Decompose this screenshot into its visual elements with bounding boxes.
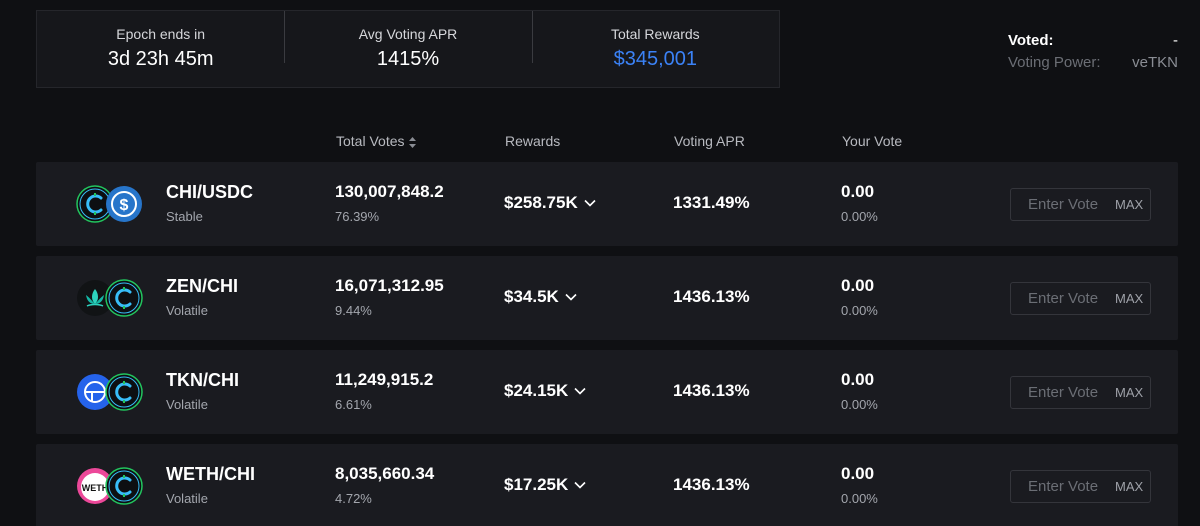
total-votes-percent: 76.39% xyxy=(335,209,380,224)
pair-logos xyxy=(76,372,144,412)
your-vote-value: 0.00 xyxy=(841,182,875,201)
chi-icon xyxy=(105,373,143,411)
zen-logo xyxy=(76,279,114,317)
your-vote-percent: 0.00% xyxy=(841,397,878,412)
svg-text:WETH: WETH xyxy=(82,483,109,493)
pair-name: TKN/CHI xyxy=(166,370,239,390)
voting-apr-value: 1436.13% xyxy=(673,287,750,306)
table-row: WETH WETH/CHI Volatile 8,035,660.34 4.72… xyxy=(36,444,1178,526)
pair-logos: $ xyxy=(76,184,144,224)
tkn-logo xyxy=(76,373,114,411)
epoch-label: Epoch ends in xyxy=(116,26,206,42)
voting-apr-value: 1436.13% xyxy=(673,381,750,400)
header-voting-apr: Voting APR xyxy=(674,133,745,149)
apr-value: 1415% xyxy=(376,48,440,70)
usdc-logo: $ xyxy=(105,185,143,223)
voted-summary: Voted: - Voting Power: veTKN xyxy=(1008,30,1178,74)
voted-label: Voted: xyxy=(1008,32,1054,49)
chi-icon xyxy=(105,467,143,505)
vote-input[interactable] xyxy=(1011,377,1111,408)
svg-text:$: $ xyxy=(120,197,129,214)
total-votes-value: 8,035,660.34 xyxy=(335,464,435,483)
tkn-icon xyxy=(77,374,113,410)
table-row: ZEN/CHI Volatile 16,071,312.95 9.44% $34… xyxy=(36,256,1178,340)
pair-name: WETH/CHI xyxy=(166,464,255,484)
max-button[interactable]: MAX xyxy=(1111,385,1147,400)
pair-type: Volatile xyxy=(166,303,208,318)
total-votes-percent: 4.72% xyxy=(335,491,372,506)
table-header: Total Votes Rewards Voting APR Your Vote xyxy=(0,133,1200,151)
weth-logo: WETH xyxy=(76,467,114,505)
rewards-value: $24.15K xyxy=(504,381,569,400)
chi-icon xyxy=(105,279,143,317)
chevron-down-icon xyxy=(565,293,577,301)
epoch-stat: Epoch ends in 3d 23h 45m xyxy=(37,25,284,73)
pair-name: ZEN/CHI xyxy=(166,276,238,296)
max-button[interactable]: MAX xyxy=(1111,197,1147,212)
table-row: TKN/CHI Volatile 11,249,915.2 6.61% $24.… xyxy=(36,350,1178,434)
header-total-votes[interactable]: Total Votes xyxy=(336,133,416,149)
table-row: $ CHI/USDC Stable 130,007,848.2 76.39% $… xyxy=(36,162,1178,246)
total-votes-value: 16,071,312.95 xyxy=(335,276,444,295)
chi-logo xyxy=(105,373,143,411)
zen-lotus-icon xyxy=(77,280,113,316)
usdc-icon: $ xyxy=(106,186,142,222)
apr-stat: Avg Voting APR 1415% xyxy=(284,11,531,73)
pair-type: Stable xyxy=(166,209,203,224)
total-rewards-value: $345,001 xyxy=(613,48,698,70)
pair-logos xyxy=(76,278,144,318)
rewards-dropdown[interactable]: $34.5K xyxy=(504,287,577,307)
total-rewards-label: Total Rewards xyxy=(610,26,700,42)
your-vote-percent: 0.00% xyxy=(841,491,878,506)
pair-name: CHI/USDC xyxy=(166,182,254,202)
max-button[interactable]: MAX xyxy=(1111,479,1147,494)
max-button[interactable]: MAX xyxy=(1111,291,1147,306)
rewards-dropdown[interactable]: $258.75K xyxy=(504,193,596,213)
voting-power-value: veTKN xyxy=(1132,54,1178,71)
your-vote-value: 0.00 xyxy=(841,464,875,483)
vote-input-group: MAX xyxy=(1010,470,1151,503)
vote-input-group: MAX xyxy=(1010,282,1151,315)
rewards-dropdown[interactable]: $17.25K xyxy=(504,475,586,495)
header-rewards: Rewards xyxy=(505,133,561,149)
pair-logos: WETH xyxy=(76,466,144,506)
chevron-down-icon xyxy=(574,387,586,395)
total-votes-value: 11,249,915.2 xyxy=(335,370,434,389)
your-vote-percent: 0.00% xyxy=(841,303,878,318)
your-vote-value: 0.00 xyxy=(841,276,875,295)
stats-panel: Epoch ends in 3d 23h 45m Avg Voting APR … xyxy=(36,10,780,88)
pair-type: Volatile xyxy=(166,491,208,506)
vote-input[interactable] xyxy=(1011,189,1111,220)
epoch-value: 3d 23h 45m xyxy=(107,48,214,70)
chi-logo xyxy=(105,467,143,505)
voted-value: - xyxy=(1173,32,1178,49)
vote-input-group: MAX xyxy=(1010,188,1151,221)
your-vote-value: 0.00 xyxy=(841,370,875,389)
chevron-down-icon xyxy=(584,199,596,207)
vote-input-group: MAX xyxy=(1010,376,1151,409)
chi-logo xyxy=(105,279,143,317)
apr-label: Avg Voting APR xyxy=(358,26,458,42)
rewards-value: $17.25K xyxy=(504,475,569,494)
total-votes-percent: 9.44% xyxy=(335,303,372,318)
header-your-vote: Your Vote xyxy=(842,133,903,149)
weth-icon: WETH xyxy=(77,468,113,504)
voting-apr-value: 1436.13% xyxy=(673,475,750,494)
voting-apr-value: 1331.49% xyxy=(673,193,750,212)
rewards-value: $258.75K xyxy=(504,193,578,212)
total-votes-value: 130,007,848.2 xyxy=(335,182,444,201)
voting-power-label: Voting Power: xyxy=(1008,54,1101,71)
rewards-value: $34.5K xyxy=(504,287,559,306)
header-total-votes-label: Total Votes xyxy=(336,133,405,149)
rewards-dropdown[interactable]: $24.15K xyxy=(504,381,586,401)
your-vote-percent: 0.00% xyxy=(841,209,878,224)
vote-input[interactable] xyxy=(1011,283,1111,314)
sort-icon xyxy=(408,136,416,148)
pair-type: Volatile xyxy=(166,397,208,412)
rewards-stat: Total Rewards $345,001 xyxy=(531,11,779,73)
total-votes-percent: 6.61% xyxy=(335,397,372,412)
chevron-down-icon xyxy=(574,481,586,489)
vote-input[interactable] xyxy=(1011,471,1111,502)
